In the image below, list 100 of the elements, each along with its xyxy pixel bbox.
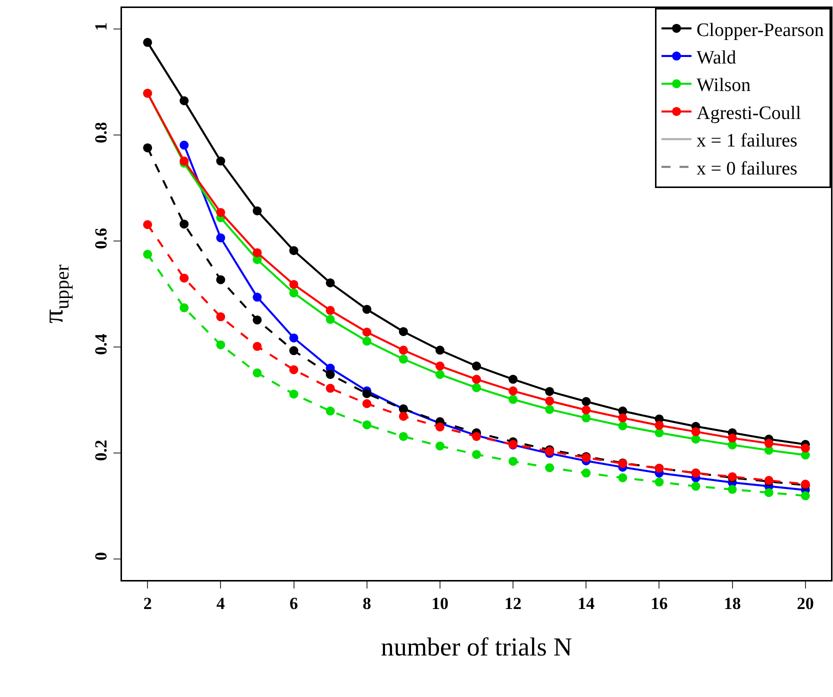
x-tick-label: 4 xyxy=(216,594,226,613)
x-tick-label: 16 xyxy=(650,594,668,613)
point xyxy=(362,328,372,337)
point xyxy=(216,312,226,322)
point xyxy=(691,427,700,436)
point xyxy=(216,340,226,350)
point xyxy=(728,484,737,494)
point xyxy=(545,396,554,406)
point xyxy=(472,362,481,371)
point xyxy=(143,220,152,230)
point xyxy=(582,397,591,406)
point xyxy=(252,368,262,378)
point xyxy=(618,413,628,422)
point xyxy=(508,456,518,466)
point xyxy=(326,370,335,379)
y-tick-label: 0.8 xyxy=(92,122,111,144)
point xyxy=(654,428,664,438)
point xyxy=(143,250,152,259)
point xyxy=(362,336,372,346)
point xyxy=(582,413,591,422)
point xyxy=(143,143,152,152)
point xyxy=(180,303,189,312)
y-tick-label: 0.6 xyxy=(92,228,111,250)
point xyxy=(252,342,262,351)
point xyxy=(143,38,152,47)
point xyxy=(252,248,262,258)
point xyxy=(508,374,518,384)
point xyxy=(435,422,444,432)
point xyxy=(289,246,298,256)
point xyxy=(326,406,335,416)
legend-label: Wilson xyxy=(696,75,752,96)
point xyxy=(289,333,298,342)
point xyxy=(800,491,810,500)
x-tick-label: 14 xyxy=(578,594,596,613)
x-tick-label: 10 xyxy=(431,594,448,613)
point xyxy=(472,450,481,459)
point xyxy=(398,412,408,421)
point xyxy=(289,365,298,374)
x-tick-label: 18 xyxy=(724,594,741,613)
point xyxy=(582,468,591,478)
point xyxy=(216,275,226,284)
point xyxy=(545,404,554,414)
legend-label: Agresti-Coull xyxy=(696,102,801,124)
y-tick-label: 0.4 xyxy=(92,333,111,356)
point xyxy=(472,374,481,384)
point xyxy=(180,140,189,150)
point xyxy=(800,444,810,453)
point xyxy=(582,405,591,414)
y-tick-label: 0.2 xyxy=(92,440,111,461)
point xyxy=(398,346,408,355)
point xyxy=(362,389,372,398)
legend-label: Clopper-Pearson xyxy=(696,20,824,41)
point xyxy=(435,362,444,371)
point xyxy=(545,463,554,472)
point xyxy=(252,315,262,324)
x-tick-label: 6 xyxy=(290,594,298,613)
point xyxy=(180,220,189,229)
legend-label: x = 1 failures xyxy=(696,130,798,152)
x-tick-label: 8 xyxy=(362,594,372,613)
point xyxy=(289,288,298,298)
point xyxy=(216,233,226,242)
point xyxy=(764,438,774,448)
legend-label: x = 0 failures xyxy=(696,158,798,180)
point xyxy=(435,346,444,355)
point xyxy=(289,346,298,356)
point xyxy=(654,420,664,430)
point xyxy=(362,420,372,430)
point xyxy=(289,280,298,289)
point xyxy=(654,478,664,487)
x-tick-label: 12 xyxy=(504,594,522,613)
point xyxy=(435,370,444,379)
point xyxy=(508,386,518,396)
point xyxy=(764,488,774,498)
point xyxy=(398,432,408,441)
point xyxy=(618,421,628,430)
point xyxy=(326,384,335,393)
point xyxy=(326,278,335,288)
point xyxy=(252,292,262,302)
point xyxy=(216,156,226,166)
point xyxy=(508,394,518,404)
point xyxy=(435,442,444,450)
point xyxy=(728,434,737,443)
point xyxy=(326,306,335,315)
x-tick-label: 2 xyxy=(143,594,152,613)
point xyxy=(398,327,408,336)
point xyxy=(545,386,554,396)
legend-label: Wald xyxy=(696,47,737,68)
point xyxy=(472,383,481,392)
point xyxy=(180,96,189,106)
x-tick-label: 20 xyxy=(796,594,814,613)
y-tick-label: 1 xyxy=(92,22,111,31)
point xyxy=(691,434,700,444)
point xyxy=(180,274,189,283)
point xyxy=(362,304,372,314)
point xyxy=(362,399,372,408)
point xyxy=(289,390,298,399)
point xyxy=(691,482,700,491)
point xyxy=(618,473,628,482)
point xyxy=(326,314,335,324)
y-tick-label: 0 xyxy=(92,552,111,561)
